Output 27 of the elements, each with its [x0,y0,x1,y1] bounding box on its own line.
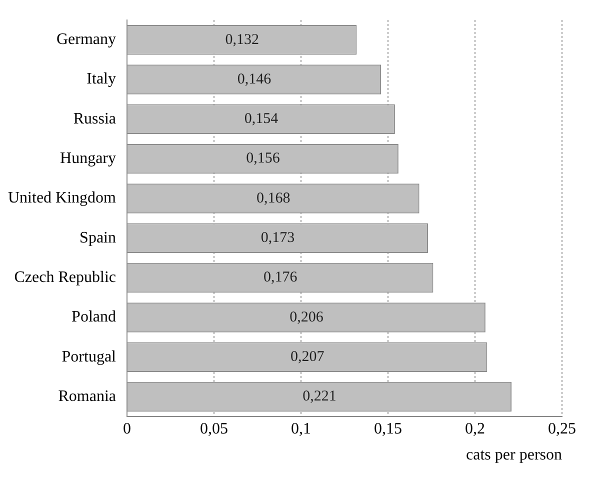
x-tick-label: 0,15 [374,420,402,438]
y-tick-label: Italy [86,70,116,88]
y-tick-label: Spain [80,229,116,246]
y-tick-label: Hungary [60,150,116,168]
y-tick-label: United Kingdom [8,190,117,207]
y-tick-label: Russia [73,110,116,128]
x-tick-label: 0,25 [548,420,576,438]
data-label: 0,132 [225,32,259,48]
y-tick-label: Portugal [62,348,117,366]
data-label: 0,176 [263,270,298,286]
y-tick-label: Poland [72,308,116,326]
data-label: 0,207 [290,349,325,366]
data-label: 0,154 [244,111,279,128]
y-tick-label: Czech Republic [14,268,116,286]
data-label: 0,173 [260,230,295,246]
data-label: 0,156 [246,150,280,167]
data-label: 0,206 [290,309,324,326]
data-label: 0,146 [237,71,272,88]
data-label: 0,168 [256,190,290,206]
x-tick-label: 0 [122,420,131,438]
x-tick-label: 0,1 [290,420,311,438]
x-tick-label: 0,05 [200,420,228,438]
data-label: 0,221 [302,388,336,405]
x-axis-title: cats per person [466,446,562,464]
y-tick-label: Romania [58,388,116,405]
x-tick-label: 0,2 [465,420,485,438]
y-tick-label: Germany [56,31,116,48]
